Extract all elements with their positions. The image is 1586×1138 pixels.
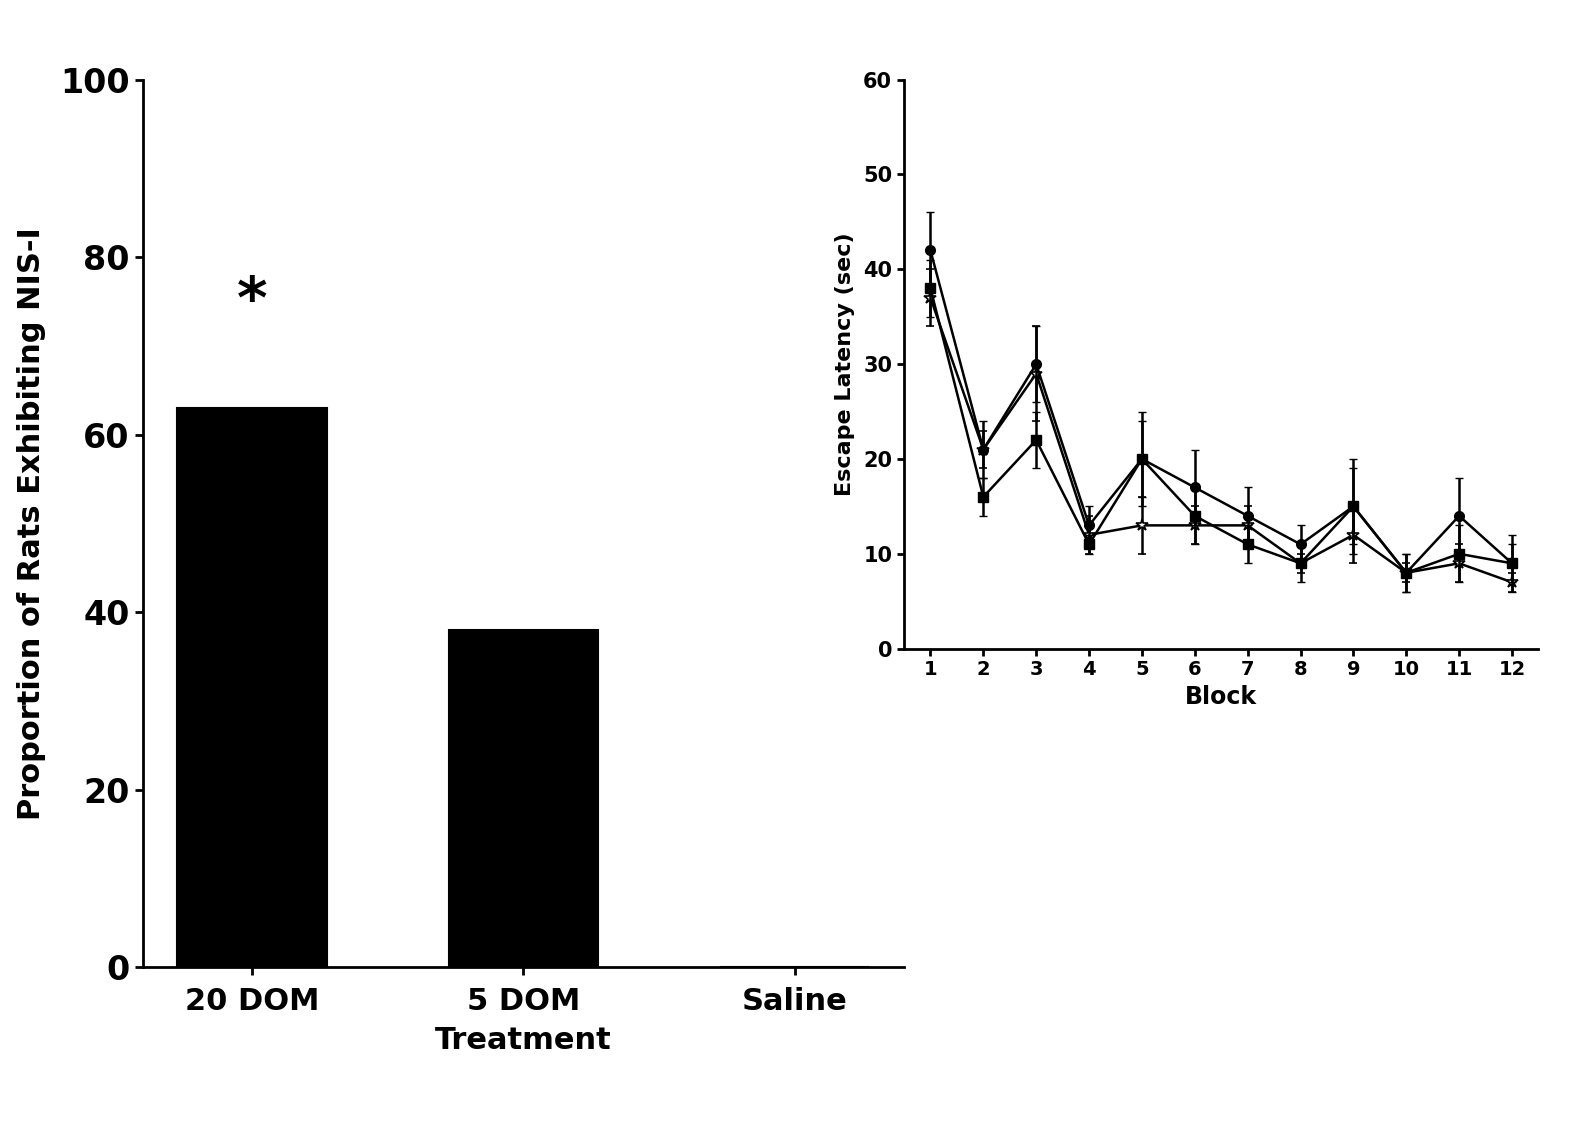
X-axis label: Block: Block bbox=[1185, 685, 1258, 709]
Text: Treatment: Treatment bbox=[435, 1025, 612, 1055]
Text: *: * bbox=[236, 273, 268, 330]
Y-axis label: Escape Latency (sec): Escape Latency (sec) bbox=[834, 232, 855, 496]
Bar bbox=[449, 630, 598, 967]
Y-axis label: Proportion of Rats Exhibiting NIS-I: Proportion of Rats Exhibiting NIS-I bbox=[17, 228, 46, 819]
Bar bbox=[178, 409, 327, 967]
